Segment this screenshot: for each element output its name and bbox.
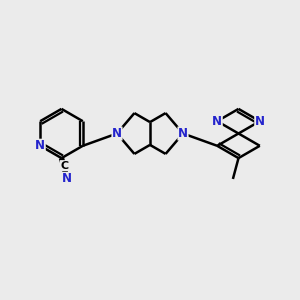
Text: N: N [62, 172, 72, 185]
Text: N: N [35, 139, 45, 152]
Text: N: N [212, 115, 222, 128]
Text: N: N [112, 127, 122, 140]
Text: N: N [255, 115, 265, 128]
Text: C: C [60, 161, 68, 171]
Text: N: N [178, 127, 188, 140]
